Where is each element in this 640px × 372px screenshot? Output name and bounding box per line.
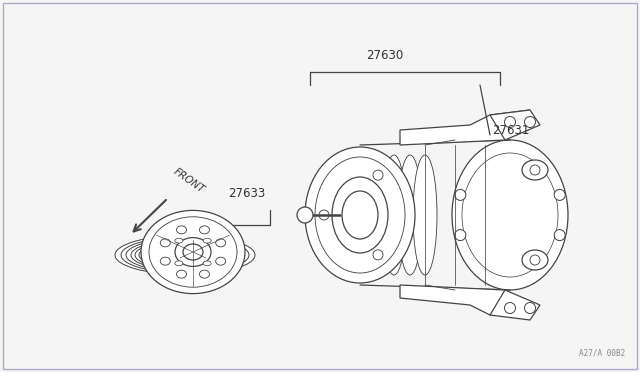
Polygon shape — [490, 110, 540, 140]
Ellipse shape — [203, 238, 211, 243]
Text: 27633: 27633 — [228, 187, 265, 200]
Ellipse shape — [177, 270, 186, 278]
Circle shape — [554, 230, 565, 241]
Ellipse shape — [382, 155, 406, 275]
Ellipse shape — [348, 155, 372, 275]
Ellipse shape — [342, 191, 378, 239]
Ellipse shape — [297, 207, 313, 223]
Circle shape — [504, 302, 515, 314]
Circle shape — [525, 116, 536, 128]
Circle shape — [530, 165, 540, 175]
Circle shape — [525, 302, 536, 314]
Circle shape — [373, 250, 383, 260]
Circle shape — [455, 189, 466, 201]
Ellipse shape — [452, 140, 568, 290]
Ellipse shape — [398, 155, 422, 275]
Text: 27630: 27630 — [366, 49, 404, 62]
Ellipse shape — [522, 160, 548, 180]
Ellipse shape — [141, 211, 245, 294]
Text: FRONT: FRONT — [172, 166, 207, 195]
Ellipse shape — [183, 244, 203, 260]
Ellipse shape — [305, 147, 415, 283]
Ellipse shape — [175, 238, 183, 243]
Ellipse shape — [115, 235, 255, 275]
Circle shape — [504, 116, 515, 128]
Polygon shape — [400, 285, 520, 315]
Circle shape — [530, 255, 540, 265]
Circle shape — [455, 230, 466, 241]
Ellipse shape — [160, 257, 170, 265]
Ellipse shape — [413, 155, 437, 275]
Ellipse shape — [366, 155, 390, 275]
Ellipse shape — [522, 250, 548, 270]
Ellipse shape — [177, 226, 186, 234]
Circle shape — [319, 210, 329, 220]
Text: A27/A 00B2: A27/A 00B2 — [579, 349, 625, 358]
Circle shape — [373, 170, 383, 180]
Ellipse shape — [203, 261, 211, 266]
Ellipse shape — [160, 239, 170, 247]
Ellipse shape — [175, 238, 211, 266]
Ellipse shape — [200, 226, 209, 234]
Ellipse shape — [216, 257, 226, 265]
Ellipse shape — [216, 239, 226, 247]
Polygon shape — [400, 110, 530, 145]
Polygon shape — [490, 290, 540, 320]
Circle shape — [554, 189, 565, 201]
Text: 27631: 27631 — [492, 124, 529, 137]
Ellipse shape — [175, 261, 183, 266]
Ellipse shape — [332, 177, 388, 253]
Ellipse shape — [200, 270, 209, 278]
